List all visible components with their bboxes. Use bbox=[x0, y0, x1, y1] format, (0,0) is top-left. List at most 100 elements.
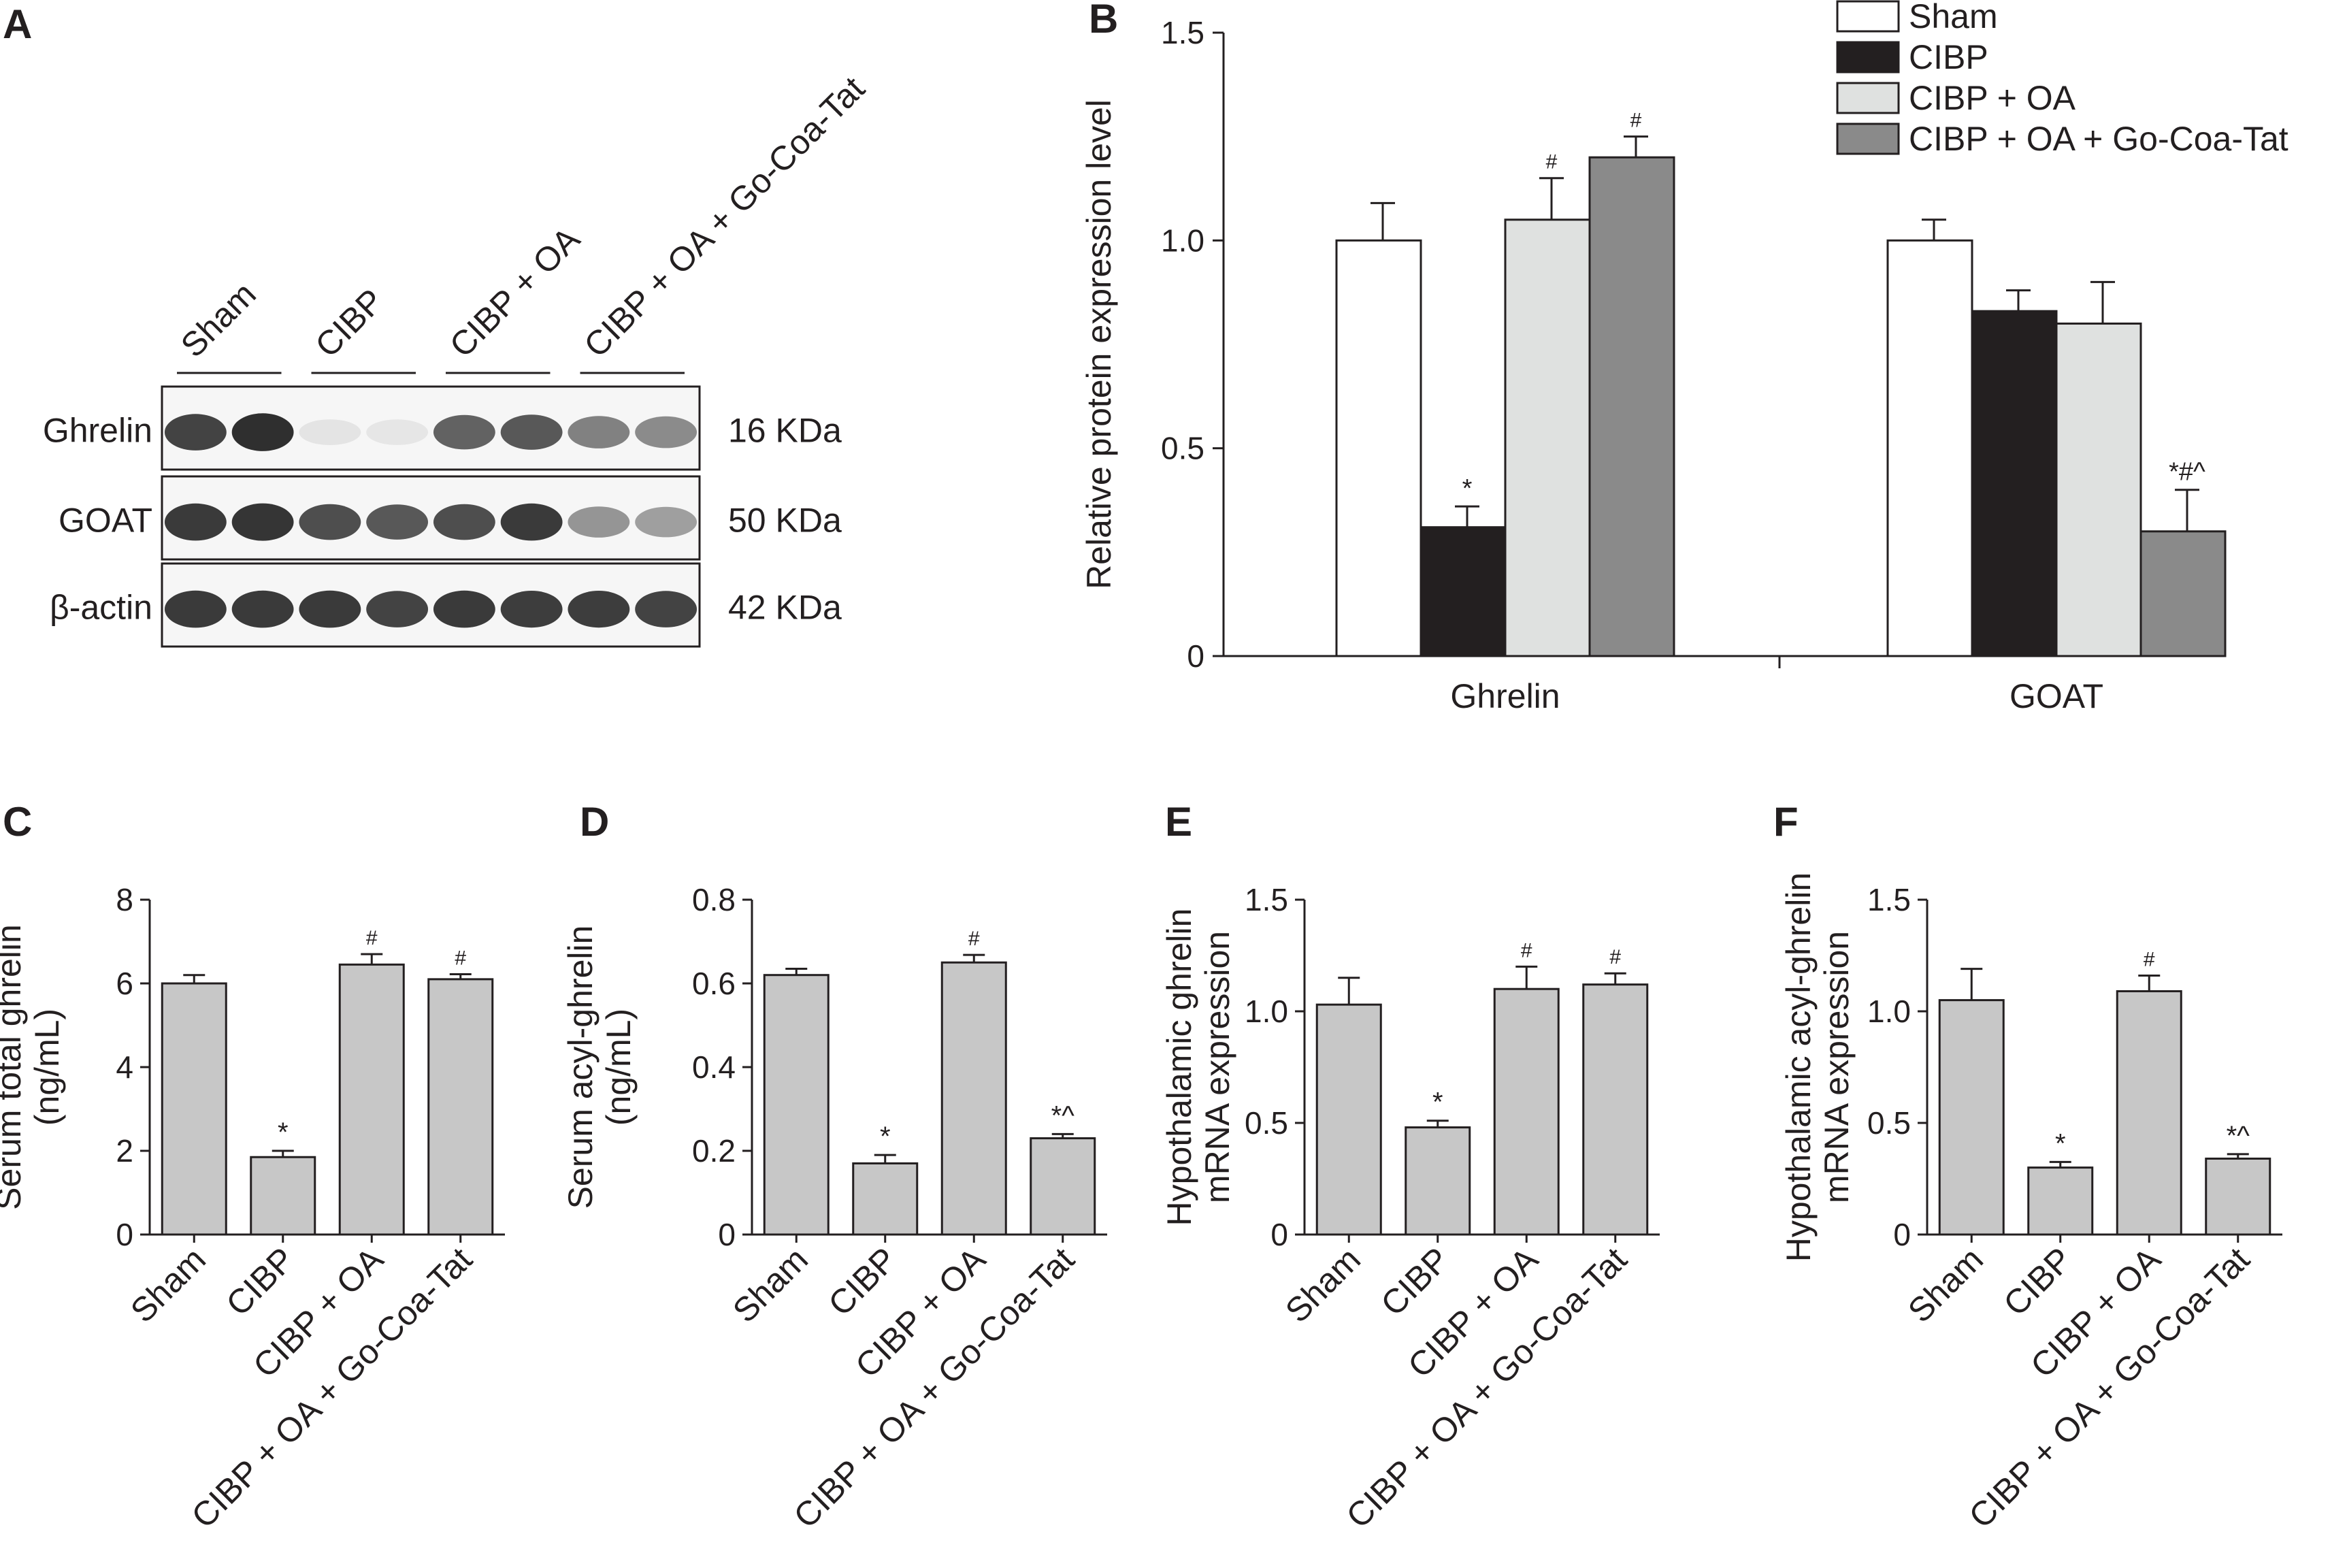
y-axis-label-line: Serum acyl-ghrelin bbox=[561, 926, 600, 1209]
blot-band bbox=[299, 504, 361, 540]
y-axis-label: Hypothalamic ghrelinmRNA expression bbox=[1160, 909, 1236, 1226]
bar-cibp-oa-go-coa-tat bbox=[2205, 1157, 2271, 1236]
significance-marker: # bbox=[366, 927, 378, 949]
significance-marker: # bbox=[968, 928, 980, 950]
y-axis-label-line: mRNA expression bbox=[1818, 931, 1856, 1203]
bar-cibp-oa-go-coa-tat bbox=[1582, 983, 1649, 1236]
blot-band bbox=[568, 506, 630, 538]
blot-band bbox=[500, 591, 563, 628]
blot-size-label: 42 KDa bbox=[728, 588, 842, 626]
blot-ghrelin: Ghrelin 16 KDa bbox=[43, 385, 842, 471]
x-category-label-sham: Sham bbox=[123, 1240, 213, 1330]
significance-marker: *^ bbox=[1051, 1100, 1075, 1130]
legend-label-cibp-oa-go-coa-tat: CIBP + OA + Go-Coa-Tat bbox=[1909, 120, 2288, 158]
y-tick-label: 0.2 bbox=[692, 1133, 736, 1169]
y-tick-label: 0 bbox=[718, 1217, 736, 1252]
y-tick-label: 1.0 bbox=[1161, 223, 1204, 258]
y-tick-label: 1.5 bbox=[1867, 882, 1911, 917]
y-axis-label-line: Serum total ghrelin bbox=[0, 924, 28, 1210]
significance-marker: * bbox=[880, 1122, 891, 1152]
blot-band bbox=[568, 591, 630, 628]
bar-cibp bbox=[250, 1156, 316, 1236]
y-axis-label: Relative protein expression level bbox=[1080, 99, 1118, 589]
blot-band bbox=[231, 590, 294, 628]
x-category-label-cibp: CIBP bbox=[1373, 1240, 1456, 1323]
blot-protein-label: β-actin bbox=[50, 588, 152, 626]
blot-protein-label: Ghrelin bbox=[43, 411, 152, 449]
panel-f: F 0 0.5 1.0 1.5 Hypothalamic acyl-ghrelinmRNA… bbox=[1773, 799, 2282, 1535]
y-tick-label: 0.5 bbox=[1245, 1105, 1288, 1141]
y-tick-label: 4 bbox=[116, 1049, 133, 1085]
bar-cibp-oa-goat bbox=[2055, 322, 2142, 657]
bar-cibp-goat bbox=[1971, 310, 2058, 657]
blot-band bbox=[500, 414, 563, 450]
blot-band bbox=[433, 590, 495, 628]
panel-b-chart: B 0 0.5 1.0 1.5 Relative protein expression l… bbox=[1080, 0, 2288, 715]
legend-swatch-cibp-oa bbox=[1836, 82, 1900, 114]
legend-label-cibp: CIBP bbox=[1909, 38, 1988, 76]
blot-band bbox=[299, 590, 361, 628]
blot-band bbox=[366, 504, 429, 540]
significance-marker: * bbox=[278, 1117, 289, 1147]
blot-band bbox=[635, 416, 698, 448]
lane-label-cibp-oa-go-coa-tat: CIBP + OA + Go-Coa-Tat bbox=[576, 69, 872, 365]
y-tick-label: 0.8 bbox=[692, 882, 736, 917]
blot-band bbox=[164, 590, 227, 628]
blot-actin: β-actin 42 KDa bbox=[50, 562, 842, 648]
significance-marker: # bbox=[1609, 946, 1621, 968]
y-tick-label: 0.4 bbox=[692, 1049, 736, 1085]
y-tick-label: 2 bbox=[116, 1133, 133, 1169]
x-category-label-sham: Sham bbox=[1901, 1240, 1990, 1330]
significance-marker: # bbox=[1630, 110, 1642, 132]
legend-swatch-cibp-oa-go-coa-tat bbox=[1836, 122, 1900, 155]
x-category-label-cibp: CIBP bbox=[1996, 1240, 2079, 1323]
y-tick-label: 1.0 bbox=[1867, 994, 1911, 1029]
blot-goat: GOAT 50 KDa bbox=[59, 475, 842, 561]
y-axis-label-line: (ng/mL) bbox=[28, 1009, 66, 1126]
panel-letter-b: B bbox=[1089, 0, 1118, 42]
y-axis-label-line: Hypothalamic acyl-ghrelin bbox=[1779, 872, 1818, 1262]
western-blots: Ghrelin 16 KDa GOAT 50 KDa β-actin 42 KDa bbox=[43, 385, 842, 648]
x-category-label-sham: Sham bbox=[725, 1240, 815, 1330]
y-tick-label: 8 bbox=[116, 882, 133, 917]
blot-band bbox=[433, 504, 495, 540]
y-tick-label: 0 bbox=[116, 1217, 133, 1252]
y-tick-label: 0.5 bbox=[1161, 431, 1204, 466]
y-axis-label-line: (ng/mL) bbox=[600, 1009, 638, 1126]
blot-band bbox=[366, 419, 429, 445]
y-tick-label: 0 bbox=[1187, 638, 1204, 674]
lane-label-sham: Sham bbox=[174, 275, 263, 365]
bar-cibp bbox=[2027, 1166, 2094, 1236]
y-axis-label-line: mRNA expression bbox=[1198, 931, 1236, 1203]
panel-e: E 0 0.5 1.0 1.5 Hypothalamic ghrelinmRNA expr… bbox=[1160, 799, 1660, 1535]
lane-label-cibp-oa: CIBP + OA bbox=[442, 219, 587, 364]
significance-marker: * bbox=[2055, 1128, 2066, 1158]
bar-sham bbox=[161, 982, 227, 1236]
y-tick-label: 1.0 bbox=[1245, 994, 1288, 1029]
blot-band bbox=[568, 416, 630, 448]
bar-cibp-oa bbox=[940, 961, 1007, 1236]
y-tick-label: 1.5 bbox=[1161, 15, 1204, 50]
bar-cibp-oa-go-coa-tat bbox=[427, 978, 494, 1236]
x-category-label-cibp: CIBP bbox=[218, 1240, 301, 1323]
bar-cibp-oa bbox=[338, 963, 405, 1236]
blot-size-label: 16 KDa bbox=[728, 411, 842, 449]
y-tick-label: 0.6 bbox=[692, 966, 736, 1001]
legend-label-cibp-oa: CIBP + OA bbox=[1909, 79, 2076, 117]
legend-swatch-sham bbox=[1836, 0, 1900, 33]
significance-marker: * bbox=[1432, 1088, 1443, 1117]
panel-letter-f: F bbox=[1773, 799, 1799, 845]
y-tick-label: 0 bbox=[1893, 1217, 1911, 1252]
bar-cibp-oa-go-coa-tat bbox=[1030, 1137, 1096, 1236]
bar-cibp-oa-go-coa-tat-goat bbox=[2139, 530, 2227, 657]
blot-band bbox=[164, 503, 227, 541]
blot-band bbox=[164, 414, 227, 451]
y-tick-label: 0.5 bbox=[1867, 1105, 1911, 1141]
y-axis-label: Serum acyl-ghrelin(ng/mL) bbox=[561, 926, 638, 1209]
bar-cibp bbox=[1405, 1126, 1471, 1236]
bar-cibp-oa bbox=[1493, 987, 1560, 1236]
